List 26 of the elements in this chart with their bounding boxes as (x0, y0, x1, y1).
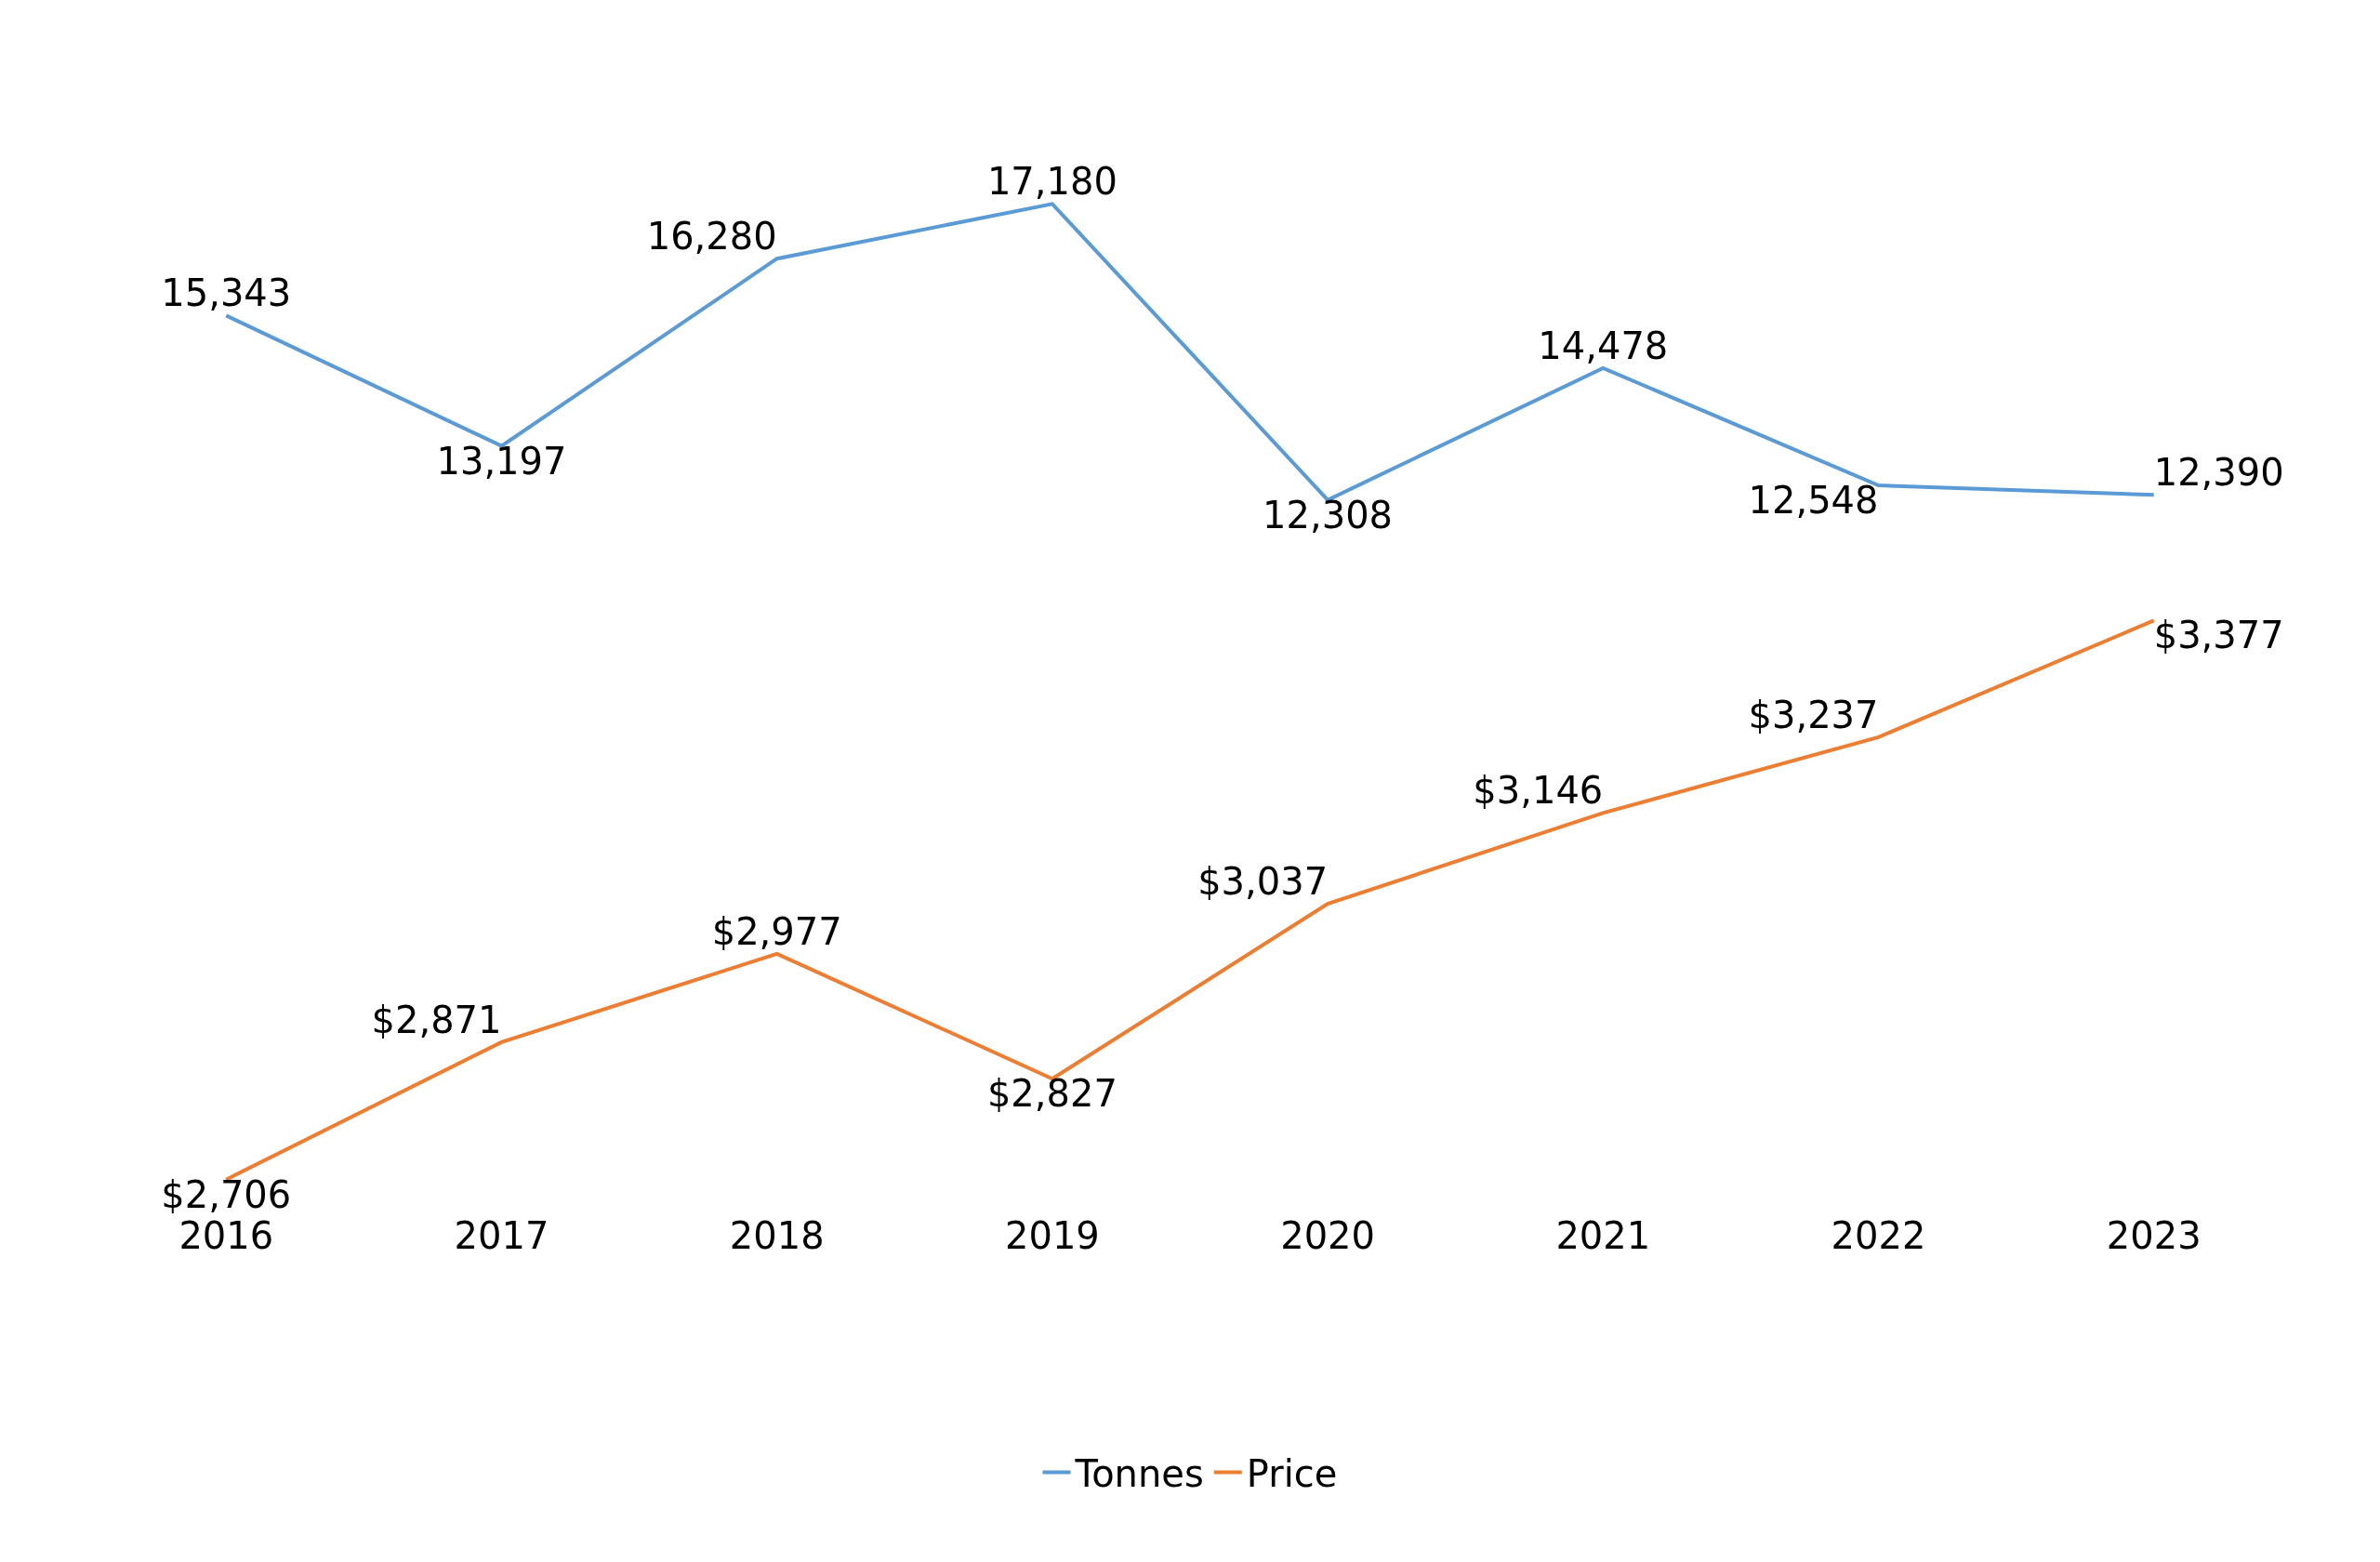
data-label: $3,377 (2153, 614, 2284, 657)
legend-label: Tonnes (1074, 1452, 1204, 1496)
x-tick-label: 2018 (729, 1214, 825, 1258)
data-label: 14,478 (1538, 324, 1669, 367)
data-label: 12,548 (1748, 479, 1879, 523)
data-label: $2,706 (161, 1172, 292, 1216)
data-label: $3,037 (1197, 860, 1329, 904)
x-tick-label: 2022 (1831, 1214, 1926, 1258)
data-label: $2,977 (711, 909, 842, 953)
x-tick-label: 2023 (2106, 1214, 2202, 1258)
data-label: 12,308 (1263, 493, 1394, 536)
data-label: 12,390 (2153, 451, 2284, 495)
data-label: 15,343 (161, 271, 292, 315)
x-tick-label: 2016 (178, 1214, 274, 1258)
x-tick-label: 2021 (1555, 1214, 1651, 1258)
x-tick-label: 2019 (1005, 1214, 1100, 1258)
data-label: $2,827 (986, 1072, 1117, 1116)
data-label: 16,280 (646, 215, 777, 258)
data-label: 13,197 (436, 439, 567, 483)
data-label: 17,180 (986, 160, 1117, 204)
data-label: $3,237 (1748, 693, 1879, 736)
x-tick-label: 2017 (454, 1214, 549, 1258)
x-tick-label: 2020 (1280, 1214, 1375, 1258)
data-label: $3,146 (1473, 769, 1604, 813)
legend-label: Price (1246, 1452, 1338, 1496)
data-label: $2,871 (371, 998, 502, 1041)
